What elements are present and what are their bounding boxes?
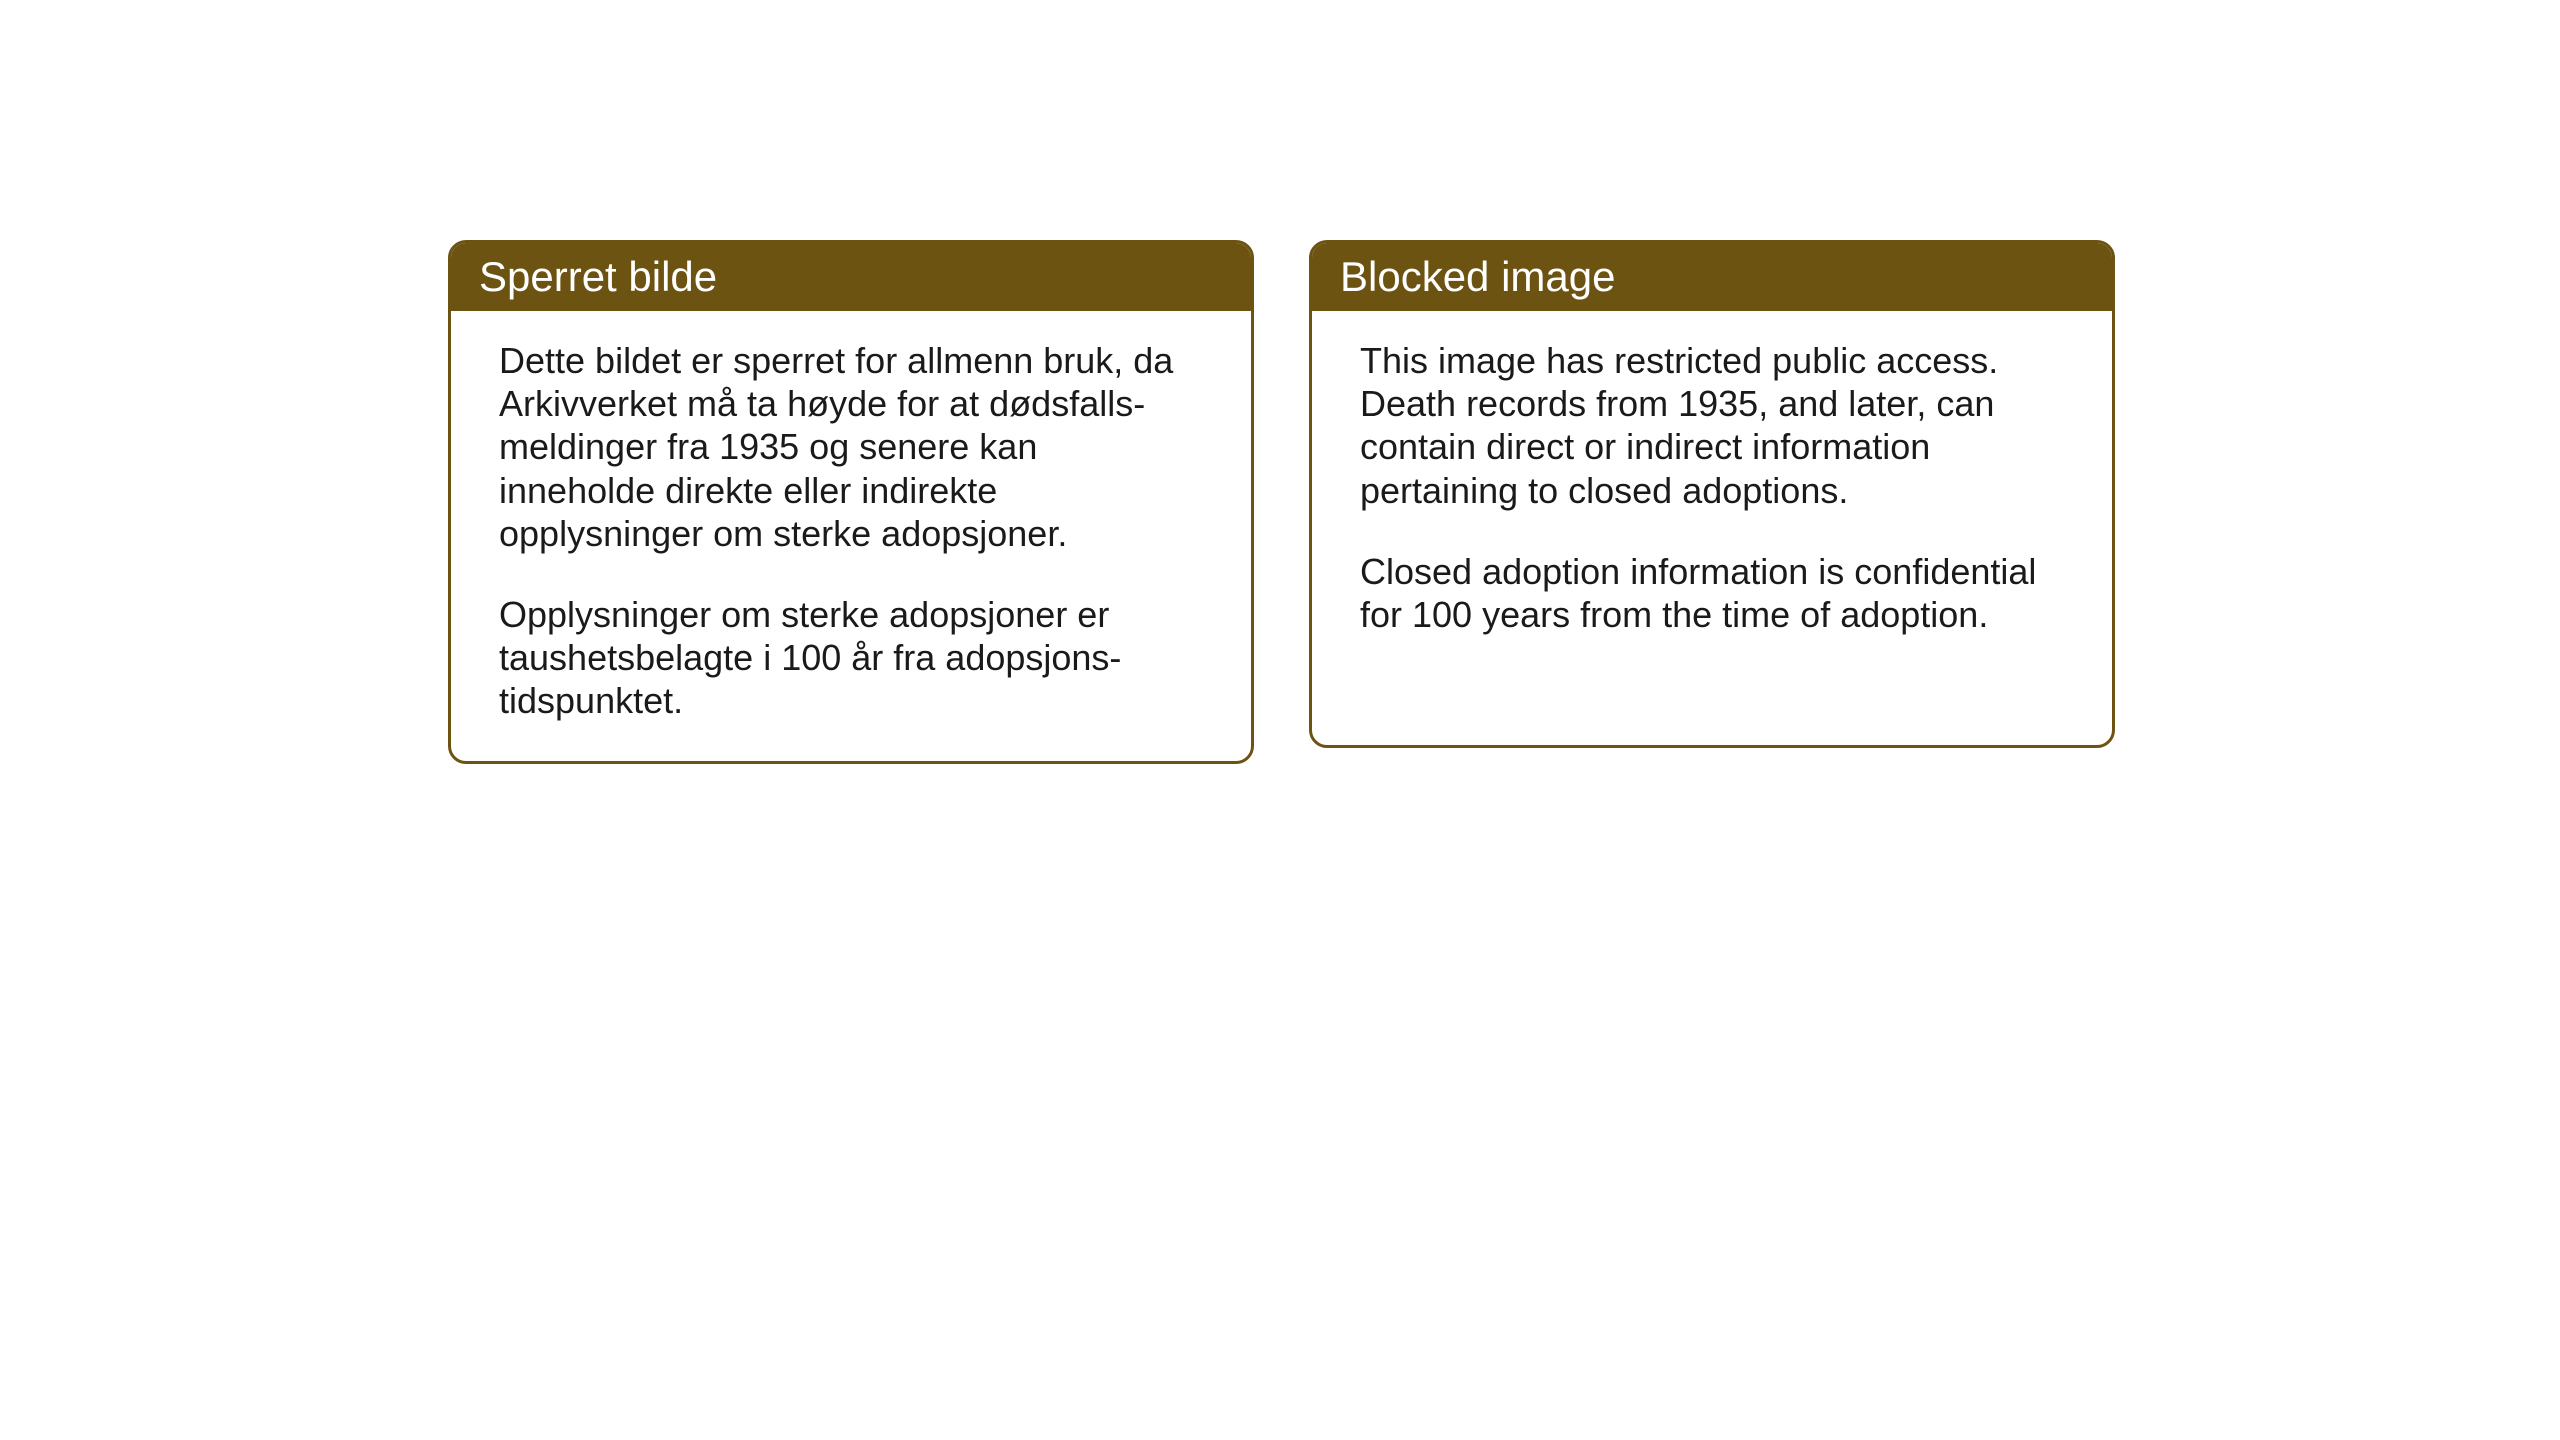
norwegian-paragraph-2: Opplysninger om sterke adopsjoner er tau… xyxy=(499,593,1203,723)
english-paragraph-1: This image has restricted public access.… xyxy=(1360,339,2064,512)
english-card-title: Blocked image xyxy=(1312,243,2112,311)
norwegian-paragraph-1: Dette bildet er sperret for allmenn bruk… xyxy=(499,339,1203,555)
norwegian-card-body: Dette bildet er sperret for allmenn bruk… xyxy=(451,311,1251,761)
english-card-body: This image has restricted public access.… xyxy=(1312,311,2112,674)
english-notice-card: Blocked image This image has restricted … xyxy=(1309,240,2115,748)
norwegian-card-title: Sperret bilde xyxy=(451,243,1251,311)
english-paragraph-2: Closed adoption information is confident… xyxy=(1360,550,2064,636)
norwegian-notice-card: Sperret bilde Dette bildet er sperret fo… xyxy=(448,240,1254,764)
notice-cards-container: Sperret bilde Dette bildet er sperret fo… xyxy=(448,240,2115,764)
